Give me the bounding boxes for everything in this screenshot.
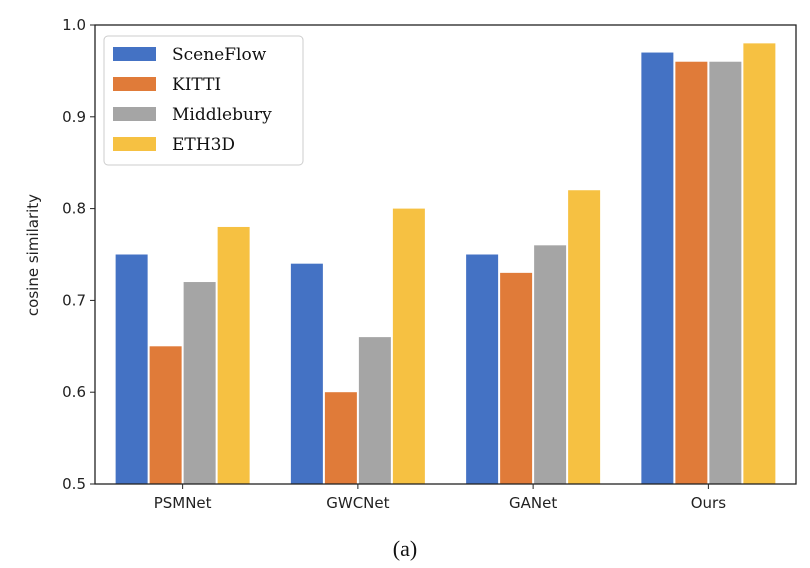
bar-psmnet-middlebury xyxy=(183,282,216,484)
legend-box xyxy=(103,35,304,166)
y-tick-label: 1.0 xyxy=(62,16,86,34)
y-tick-label: 0.5 xyxy=(62,475,86,493)
bars-group xyxy=(115,43,776,485)
y-tick-label: 0.7 xyxy=(62,291,86,309)
legend-swatch-sceneflow xyxy=(113,47,156,61)
bar-ours-sceneflow xyxy=(641,52,674,484)
bar-gwcnet-sceneflow xyxy=(290,263,323,484)
y-tick-label: 0.9 xyxy=(62,108,86,126)
bar-gwcnet-middlebury xyxy=(358,337,391,484)
x-tick-label: PSMNet xyxy=(154,494,212,512)
legend-label: ETH3D xyxy=(172,135,235,155)
legend: SceneFlow KITTI Middlebury ETH3D xyxy=(103,35,304,166)
bar-ours-middlebury xyxy=(709,61,742,484)
legend-label: Middlebury xyxy=(172,105,272,125)
legend-swatch-kitti xyxy=(113,77,156,91)
legend-swatch-eth3d xyxy=(113,137,156,151)
bar-psmnet-kitti xyxy=(149,346,182,484)
bar-ganet-middlebury xyxy=(534,245,567,484)
bar-ganet-kitti xyxy=(500,272,533,484)
y-axis: 0.5 0.6 0.7 0.8 0.9 1.0 xyxy=(62,16,95,493)
bar-gwcnet-eth3d xyxy=(392,208,425,484)
bar-ganet-eth3d xyxy=(568,190,601,485)
y-tick-label: 0.8 xyxy=(62,200,86,218)
legend-label: KITTI xyxy=(172,75,221,95)
y-tick-label: 0.6 xyxy=(62,383,86,401)
bar-gwcnet-kitti xyxy=(324,392,357,484)
bar-psmnet-sceneflow xyxy=(115,254,148,484)
legend-label: SceneFlow xyxy=(172,45,267,65)
bar-psmnet-eth3d xyxy=(217,226,250,484)
bar-ganet-sceneflow xyxy=(466,254,499,484)
x-tick-label: GANet xyxy=(509,494,557,512)
figure-caption: (a) xyxy=(393,536,417,561)
x-tick-label: Ours xyxy=(691,494,726,512)
plot-frame xyxy=(94,24,797,485)
y-axis-label: cosine similarity xyxy=(24,194,42,316)
legend-swatch-middlebury xyxy=(113,107,156,121)
bar-ours-kitti xyxy=(675,61,708,484)
x-axis: PSMNet GWCNet GANet Ours xyxy=(154,484,726,512)
bar-ours-eth3d xyxy=(743,43,776,485)
x-tick-label: GWCNet xyxy=(326,494,389,512)
